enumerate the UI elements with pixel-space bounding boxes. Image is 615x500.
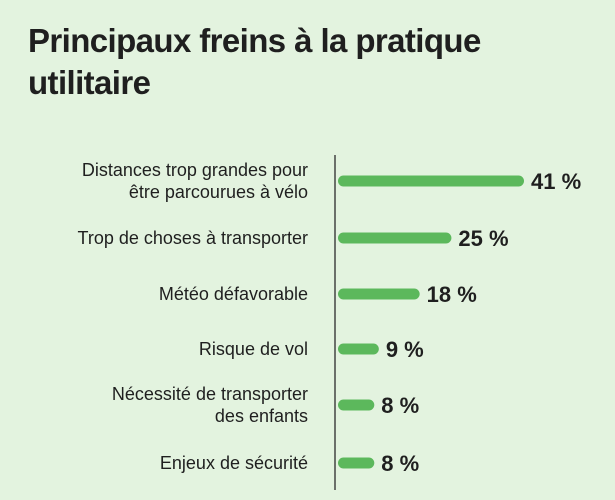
bar-3: [338, 288, 420, 300]
bar-1: [338, 175, 524, 187]
category-label-4: Risque de vol: [199, 339, 308, 359]
value-label-6: 8 %: [381, 451, 419, 476]
value-label-4: 9 %: [386, 337, 424, 362]
value-label-3: 18 %: [427, 282, 477, 307]
bar-5: [338, 399, 375, 411]
category-label-6: Enjeux de sécurité: [160, 453, 308, 473]
bar-2: [338, 232, 452, 244]
category-label-line: Météo défavorable: [159, 284, 308, 304]
category-label-3: Météo défavorable: [159, 284, 308, 304]
category-label-line: être parcourues à vélo: [129, 182, 308, 202]
value-label-5: 8 %: [381, 393, 419, 418]
value-label-2: 25 %: [458, 226, 508, 251]
category-label-line: Risque de vol: [199, 339, 308, 359]
bar-4: [338, 343, 379, 355]
category-label-line: Enjeux de sécurité: [160, 453, 308, 473]
category-label-line: Distances trop grandes pour: [82, 160, 308, 180]
category-label-2: Trop de choses à transporter: [78, 228, 308, 248]
bar-6: [338, 457, 375, 469]
category-label-line: Trop de choses à transporter: [78, 228, 308, 248]
category-label-line: des enfants: [215, 406, 308, 426]
value-label-1: 41 %: [531, 169, 581, 194]
chart-title: Principaux freins à la pratique utilitai…: [28, 22, 481, 101]
category-label-line: Nécessité de transporter: [112, 384, 308, 404]
